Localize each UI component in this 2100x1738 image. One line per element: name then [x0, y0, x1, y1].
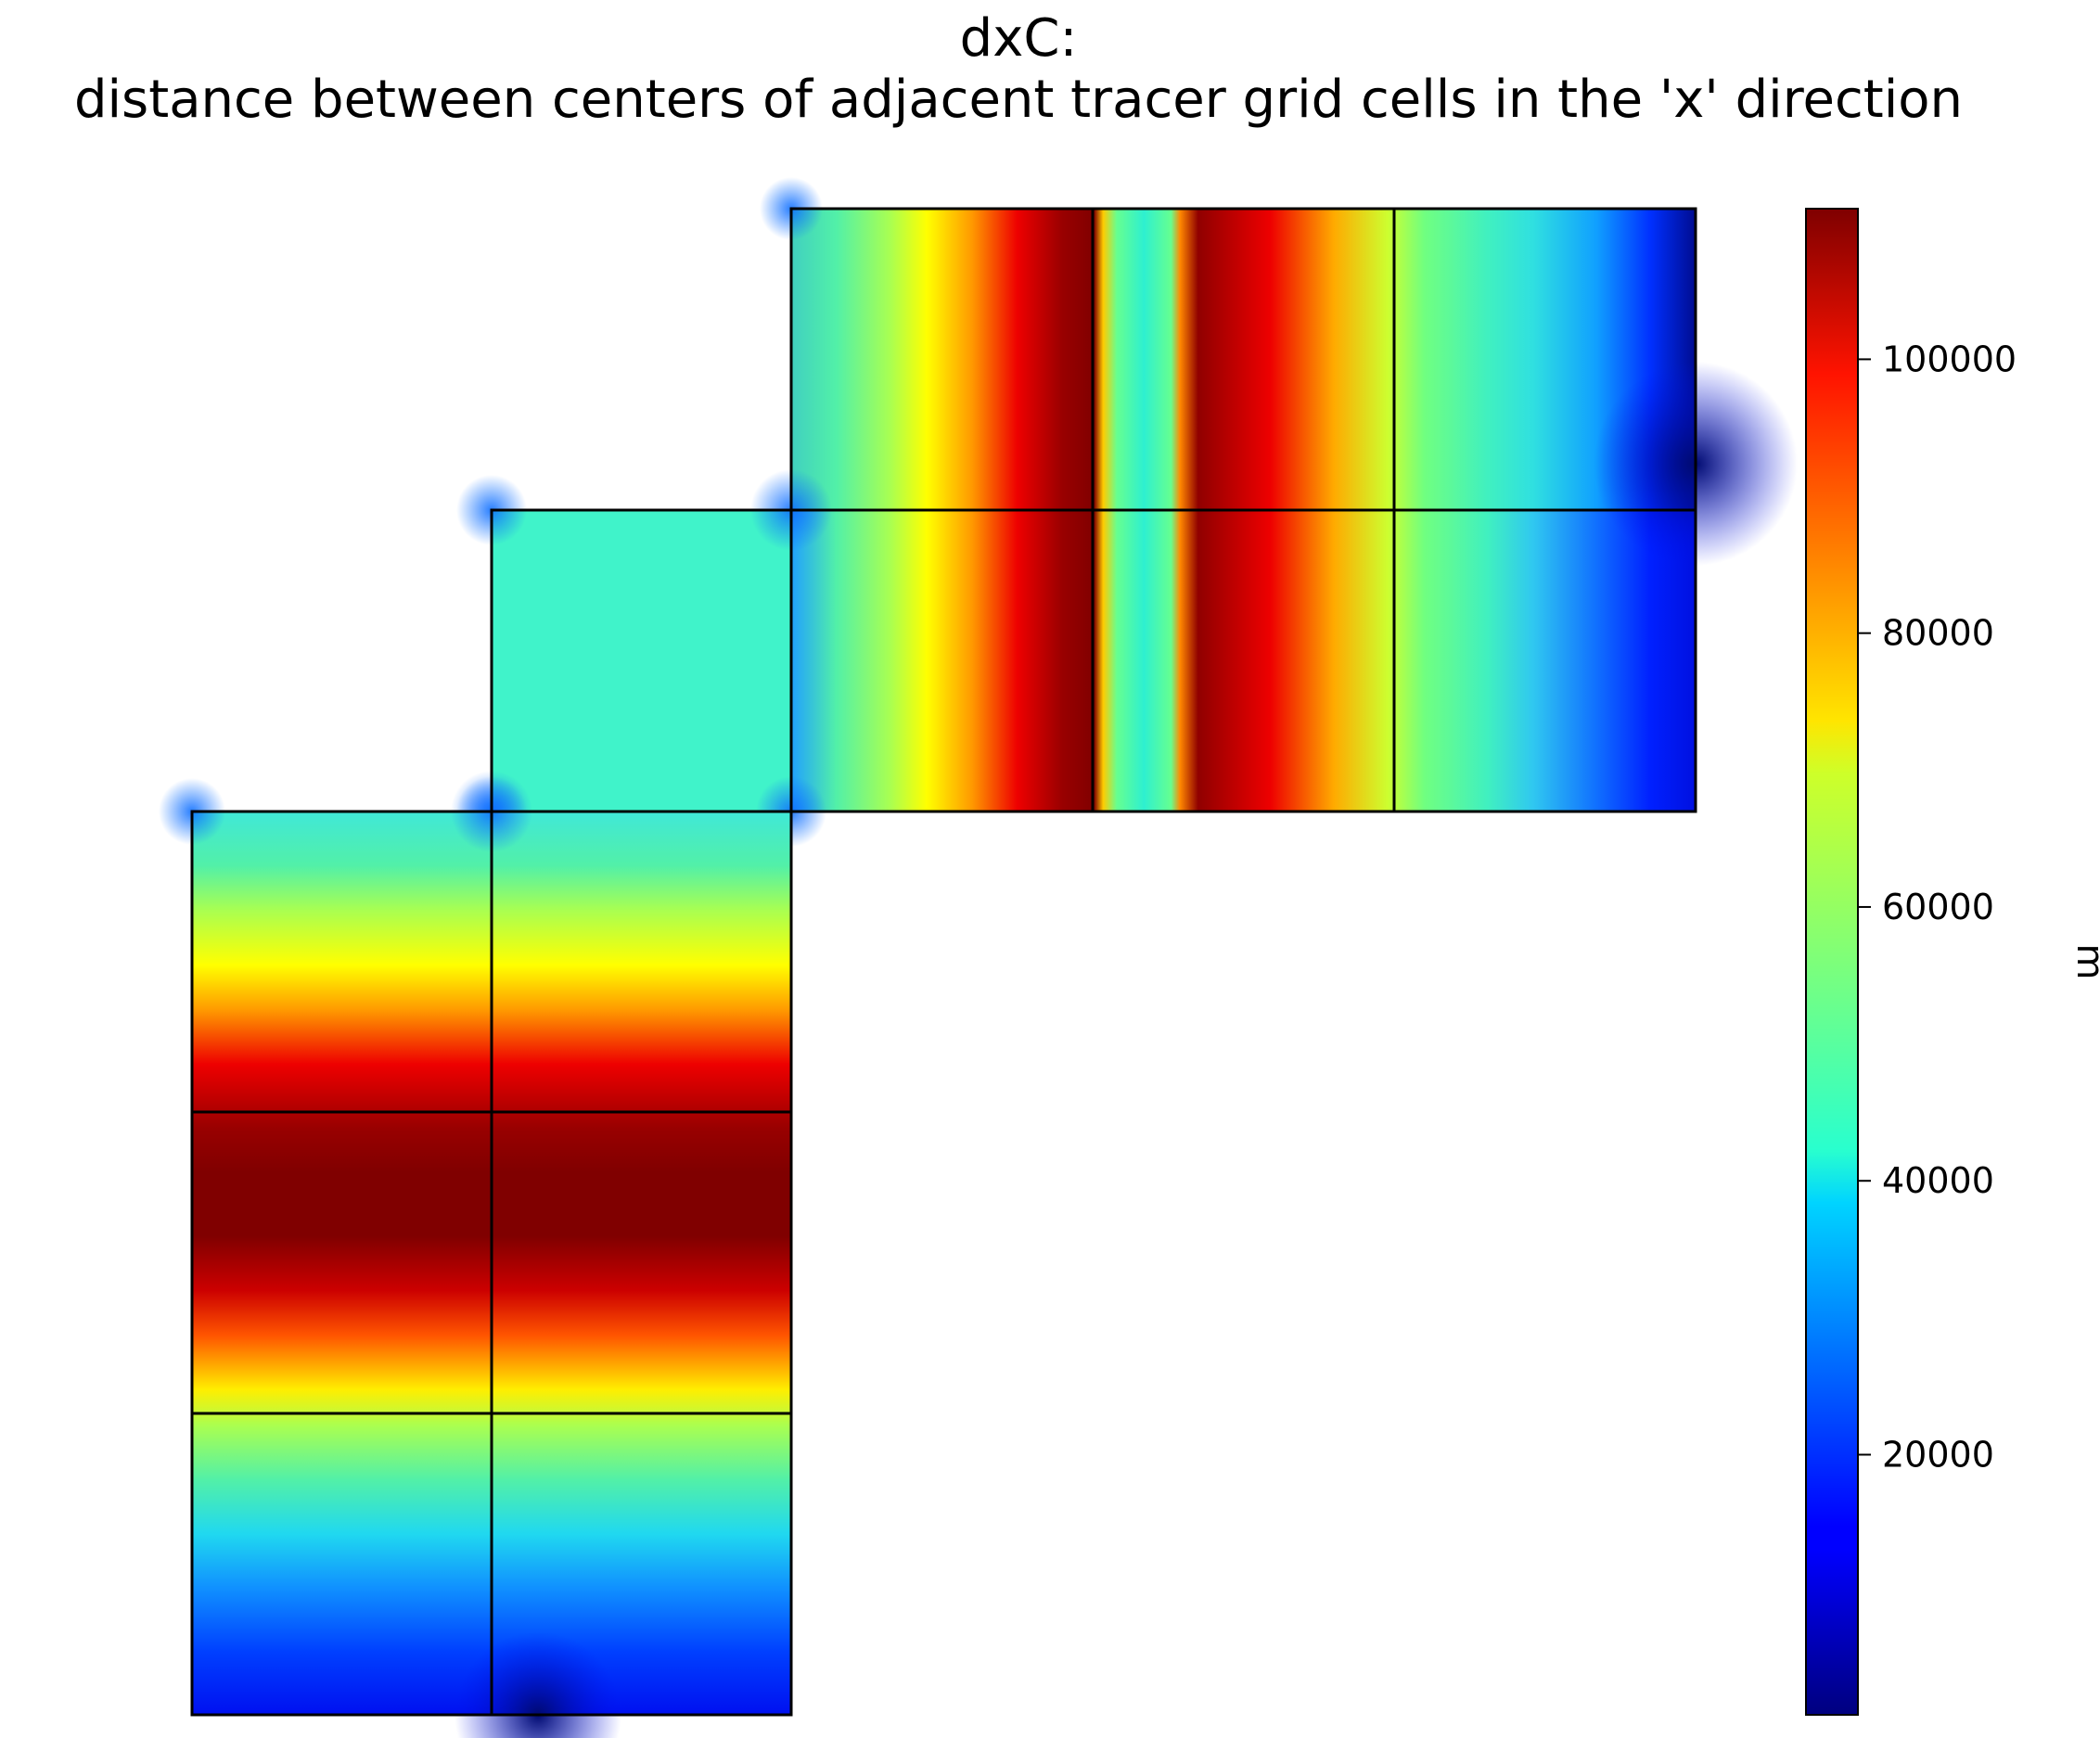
heatmap-tile-row0	[791, 209, 1696, 510]
colorbar-tick-label: 80000	[1882, 613, 1994, 654]
colorbar-fill	[1805, 208, 1859, 1716]
heatmap-tile-row1	[791, 510, 1696, 811]
heatmap-upper-region	[456, 177, 1798, 847]
heatmap-tile-flat	[492, 510, 791, 811]
colorbar-label: m	[2068, 944, 2100, 980]
colorbar-tick-label: 100000	[1882, 339, 2017, 379]
heatmap-lower-region	[159, 771, 791, 1738]
heatmap-tile-flat-texture	[492, 510, 791, 811]
colorbar: 20000 40000 60000 80000 100000 m	[1805, 208, 2100, 1716]
colorbar-tick-label: 60000	[1882, 887, 1994, 927]
chart-title: dxC:	[960, 8, 1078, 69]
colorbar-tick-label: 20000	[1882, 1434, 1994, 1475]
chart-subtitle: distance between centers of adjacent tra…	[74, 70, 1963, 130]
dark-corner-mark	[455, 1631, 621, 1738]
colorbar-tick-label: 40000	[1882, 1160, 1994, 1201]
tile-boundaries	[190, 207, 1697, 1717]
colorbar-ticks: 20000 40000 60000 80000 100000	[1858, 339, 2017, 1475]
